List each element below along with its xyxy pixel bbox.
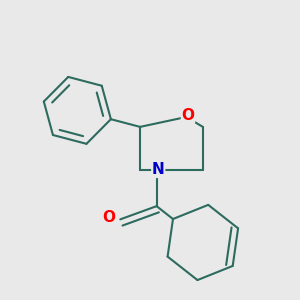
Text: O: O [182,108,194,123]
Text: N: N [152,162,165,177]
Text: O: O [102,210,115,225]
